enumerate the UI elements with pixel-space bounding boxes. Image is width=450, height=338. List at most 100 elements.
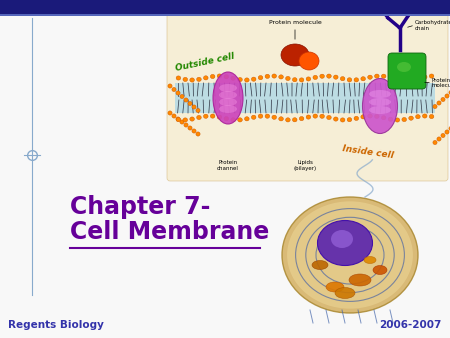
Ellipse shape — [224, 117, 229, 121]
Ellipse shape — [168, 84, 172, 88]
Bar — [314, 83, 322, 113]
Bar — [261, 83, 270, 113]
Ellipse shape — [224, 75, 229, 79]
Ellipse shape — [197, 115, 201, 120]
Ellipse shape — [327, 74, 331, 78]
Ellipse shape — [219, 98, 237, 106]
Ellipse shape — [292, 118, 297, 122]
Bar — [366, 83, 374, 113]
Ellipse shape — [449, 126, 450, 130]
Ellipse shape — [416, 115, 420, 119]
Ellipse shape — [437, 137, 441, 141]
Ellipse shape — [409, 78, 414, 82]
Ellipse shape — [279, 75, 284, 79]
Bar — [279, 83, 288, 113]
Text: Chapter 7-: Chapter 7- — [70, 195, 211, 219]
Bar — [175, 83, 435, 113]
Ellipse shape — [333, 75, 338, 79]
Ellipse shape — [368, 114, 372, 118]
Ellipse shape — [196, 132, 200, 136]
Ellipse shape — [312, 261, 328, 269]
Ellipse shape — [180, 120, 184, 124]
Ellipse shape — [369, 90, 391, 98]
Ellipse shape — [388, 75, 393, 79]
Ellipse shape — [265, 114, 270, 118]
Bar — [383, 83, 392, 113]
Ellipse shape — [374, 74, 379, 78]
Ellipse shape — [184, 98, 188, 102]
Ellipse shape — [190, 117, 194, 121]
Ellipse shape — [197, 77, 201, 81]
Bar — [192, 83, 201, 113]
Ellipse shape — [299, 78, 304, 82]
Ellipse shape — [272, 115, 276, 119]
Ellipse shape — [180, 94, 184, 99]
Ellipse shape — [292, 78, 297, 82]
Ellipse shape — [313, 114, 318, 118]
Ellipse shape — [252, 77, 256, 81]
Ellipse shape — [219, 105, 237, 113]
Bar — [288, 83, 297, 113]
Ellipse shape — [217, 115, 222, 119]
Ellipse shape — [210, 74, 215, 79]
Bar — [340, 83, 348, 113]
Ellipse shape — [213, 72, 243, 124]
Ellipse shape — [238, 77, 242, 82]
Ellipse shape — [349, 274, 371, 286]
Text: Inside cell: Inside cell — [342, 144, 394, 160]
Ellipse shape — [176, 76, 181, 80]
Ellipse shape — [172, 114, 176, 118]
Ellipse shape — [238, 118, 242, 122]
FancyBboxPatch shape — [388, 53, 426, 89]
Ellipse shape — [397, 62, 411, 72]
Ellipse shape — [279, 117, 284, 121]
Ellipse shape — [402, 78, 406, 82]
Ellipse shape — [335, 288, 355, 298]
Ellipse shape — [219, 91, 237, 99]
Ellipse shape — [210, 114, 215, 118]
Ellipse shape — [231, 118, 235, 122]
Ellipse shape — [327, 115, 331, 120]
Ellipse shape — [361, 115, 365, 119]
Ellipse shape — [299, 52, 319, 70]
Ellipse shape — [449, 90, 450, 95]
Ellipse shape — [437, 101, 441, 105]
Ellipse shape — [183, 77, 188, 81]
Bar — [175, 83, 184, 113]
Ellipse shape — [188, 126, 192, 130]
Text: Lipids
(bilayer): Lipids (bilayer) — [293, 160, 316, 171]
Ellipse shape — [176, 118, 181, 122]
Ellipse shape — [217, 74, 222, 78]
Ellipse shape — [286, 118, 290, 122]
Ellipse shape — [363, 78, 397, 134]
Ellipse shape — [361, 77, 365, 81]
Ellipse shape — [374, 114, 379, 119]
Ellipse shape — [423, 114, 427, 118]
Ellipse shape — [364, 257, 376, 264]
Ellipse shape — [176, 117, 180, 121]
Ellipse shape — [331, 230, 353, 248]
Ellipse shape — [219, 84, 237, 92]
Ellipse shape — [320, 74, 324, 78]
Ellipse shape — [168, 111, 172, 115]
Ellipse shape — [287, 201, 413, 309]
Ellipse shape — [340, 118, 345, 122]
Ellipse shape — [176, 91, 180, 95]
Text: Protein
molecule: Protein molecule — [432, 78, 450, 89]
Text: Regents Biology: Regents Biology — [8, 320, 104, 330]
Ellipse shape — [244, 117, 249, 121]
Ellipse shape — [381, 116, 386, 120]
Bar — [201, 83, 210, 113]
Ellipse shape — [369, 98, 391, 106]
Text: 2006-2007: 2006-2007 — [380, 320, 442, 330]
Ellipse shape — [192, 129, 196, 133]
Text: Protein molecule: Protein molecule — [269, 20, 321, 25]
Bar — [244, 83, 253, 113]
Bar — [392, 83, 400, 113]
Ellipse shape — [172, 88, 176, 92]
Ellipse shape — [192, 105, 196, 109]
Ellipse shape — [183, 118, 188, 122]
Ellipse shape — [231, 76, 235, 80]
Ellipse shape — [381, 74, 386, 78]
Ellipse shape — [203, 114, 208, 118]
